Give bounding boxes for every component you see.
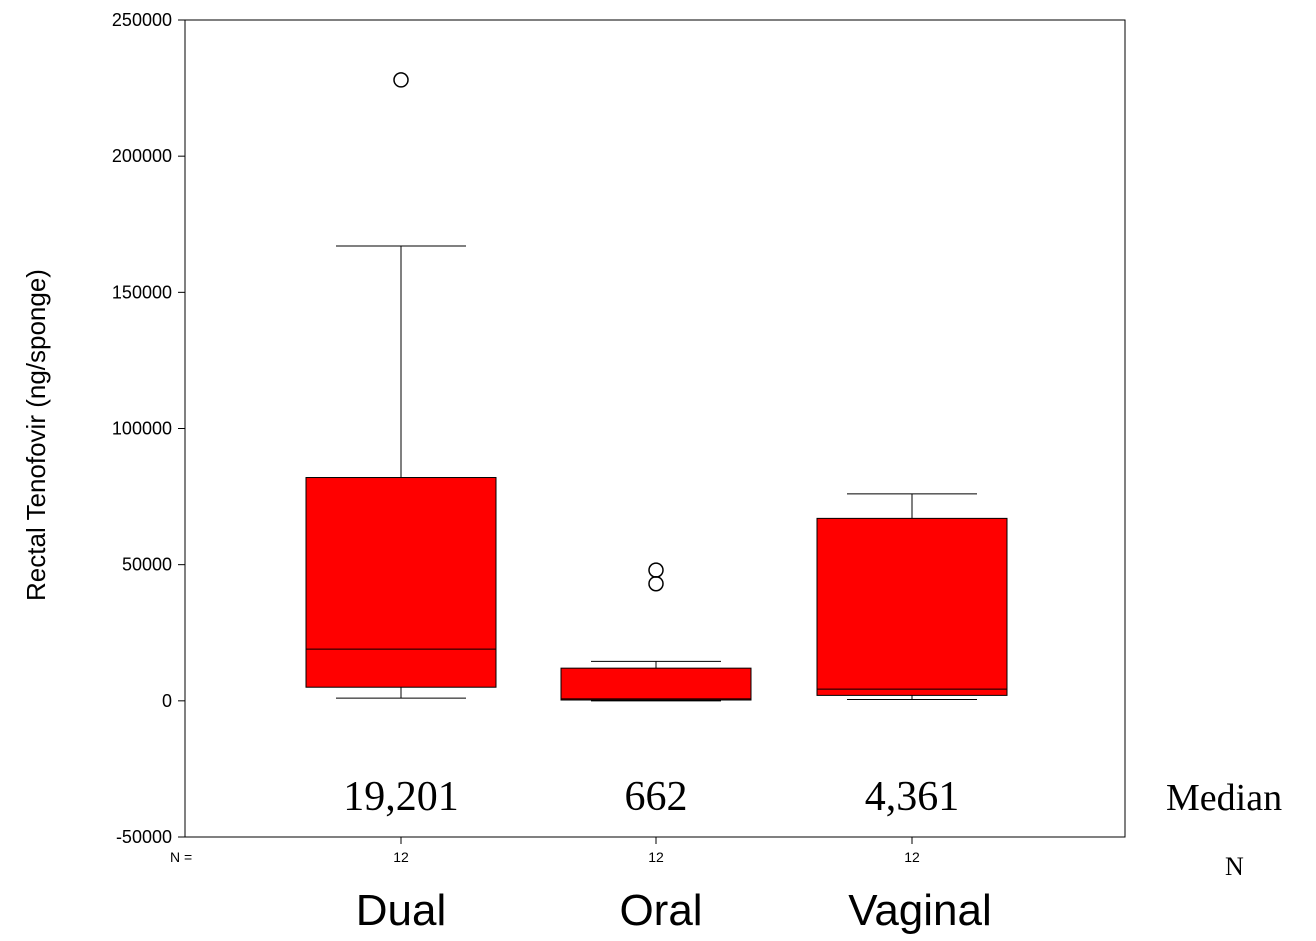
- box-series: 19,201 662 4,361: [305, 72, 1008, 820]
- y-tick-label: 250000: [112, 10, 172, 30]
- n-value-label: 12: [393, 849, 409, 865]
- outlier-point: [393, 72, 409, 88]
- outlier-point: [648, 562, 664, 578]
- y-axis: 250000 200000 150000 100000 50000 0 -50000: [112, 10, 185, 847]
- category-label: Dual: [356, 886, 447, 935]
- y-tick-label: 50000: [122, 555, 172, 575]
- n-value-label: 12: [648, 849, 664, 865]
- y-tick-label: 200000: [112, 146, 172, 166]
- category-label: Vaginal: [848, 886, 992, 935]
- n-value-label: 12: [904, 849, 920, 865]
- y-tick-label: 150000: [112, 282, 172, 302]
- y-axis-label: Rectal Tenofovir (ng/sponge): [21, 269, 51, 601]
- category-label: Oral: [619, 886, 702, 935]
- iqr-box: [816, 517, 1008, 696]
- plot-frame: [184, 19, 1126, 838]
- box-vaginal: 4,361: [816, 493, 1008, 820]
- n-row-label: N: [1225, 852, 1244, 881]
- y-tick-label: 0: [162, 691, 172, 711]
- box-dual: 19,201: [305, 72, 497, 820]
- median-value-label: 19,201: [343, 774, 459, 820]
- outlier-point: [648, 575, 664, 592]
- median-value-label: 4,361: [865, 774, 960, 820]
- iqr-box: [560, 667, 752, 701]
- median-row-label: Median: [1166, 777, 1282, 819]
- median-value-label: 662: [625, 774, 688, 820]
- y-tick-label: 100000: [112, 419, 172, 439]
- y-tick-label: -50000: [116, 827, 172, 847]
- iqr-box: [305, 477, 497, 688]
- x-axis: 12 Dual 12 Oral 12 Vaginal: [356, 837, 992, 935]
- box-oral: 662: [560, 562, 752, 820]
- n-prefix-label: N =: [170, 849, 192, 865]
